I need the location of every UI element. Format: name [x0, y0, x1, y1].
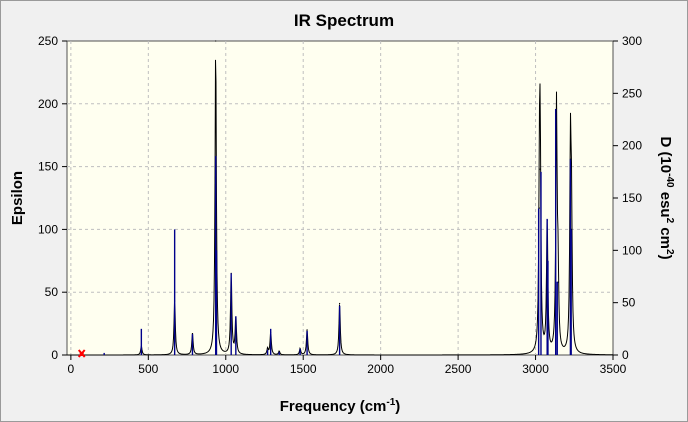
marker-point	[79, 352, 84, 356]
x-tick-label: 500	[138, 362, 158, 376]
right-axis-ticks: 0 50 100 150 200 250 300	[613, 34, 642, 362]
right-tick-label: 150	[622, 191, 642, 205]
right-tick-label: 50	[622, 296, 636, 310]
right-tick-label: 0	[622, 348, 629, 362]
spectrum-peak	[278, 350, 280, 352]
left-tick-label: 150	[38, 160, 58, 174]
spectrum-peak	[191, 333, 194, 335]
left-tick-label: 250	[38, 34, 58, 48]
x-axis-label: Frequency (cm-1)	[280, 397, 401, 415]
left-axis-label: Epsilon	[9, 171, 26, 225]
marker-icon	[77, 349, 86, 358]
x-tick-label: 3500	[600, 362, 627, 376]
right-tick-label: 100	[622, 243, 642, 257]
left-tick-label: 0	[51, 348, 58, 362]
right-tick-label: 200	[622, 139, 642, 153]
x-axis-ticks: 0 500 1000 1500 2000 2500 3000 3500	[68, 355, 627, 376]
left-tick-label: 100	[38, 222, 58, 236]
chart-title: IR Spectrum	[294, 11, 394, 30]
x-tick-label: 2500	[445, 362, 472, 376]
stick-spectrum	[81, 109, 572, 355]
plot-area	[66, 40, 614, 356]
right-tick-label: 250	[622, 86, 642, 100]
right-tick-label: 300	[622, 34, 642, 48]
spectrum-peak	[266, 348, 269, 350]
spectrum-peak	[538, 207, 541, 209]
x-tick-label: 1500	[290, 362, 317, 376]
spectrum-peak	[539, 168, 541, 170]
grid-lines	[67, 41, 613, 355]
x-tick-label: 3000	[522, 362, 549, 376]
spectrum-peak	[339, 302, 341, 305]
spectrum-peak	[215, 40, 217, 42]
x-tick-label: 0	[68, 362, 75, 376]
left-tick-label: 50	[45, 285, 59, 299]
left-axis-ticks: 0 50 100 150 200 250	[38, 34, 67, 362]
x-tick-label: 1000	[212, 362, 239, 376]
x-tick-label: 2000	[367, 362, 394, 376]
left-tick-label: 200	[38, 97, 58, 111]
right-axis-label: D (10-40 esu2 cm2)	[657, 136, 675, 259]
spectrum-peak	[306, 329, 308, 331]
